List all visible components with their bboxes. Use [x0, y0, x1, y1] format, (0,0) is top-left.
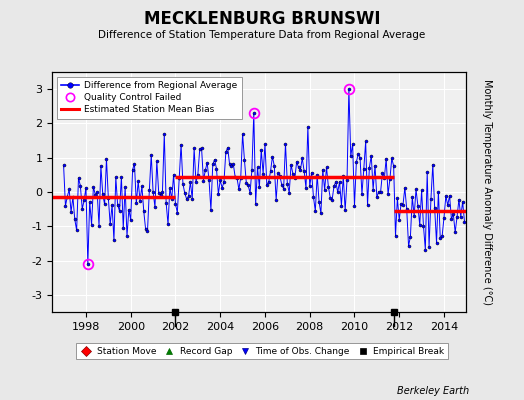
Legend: Station Move, Record Gap, Time of Obs. Change, Empirical Break: Station Move, Record Gap, Time of Obs. C…	[76, 343, 448, 360]
Text: Difference of Station Temperature Data from Regional Average: Difference of Station Temperature Data f…	[99, 30, 425, 40]
Legend: Difference from Regional Average, Quality Control Failed, Estimated Station Mean: Difference from Regional Average, Qualit…	[57, 76, 242, 119]
Y-axis label: Monthly Temperature Anomaly Difference (°C): Monthly Temperature Anomaly Difference (…	[482, 79, 493, 305]
Text: Berkeley Earth: Berkeley Earth	[397, 386, 469, 396]
Text: MECKLENBURG BRUNSWI: MECKLENBURG BRUNSWI	[144, 10, 380, 28]
